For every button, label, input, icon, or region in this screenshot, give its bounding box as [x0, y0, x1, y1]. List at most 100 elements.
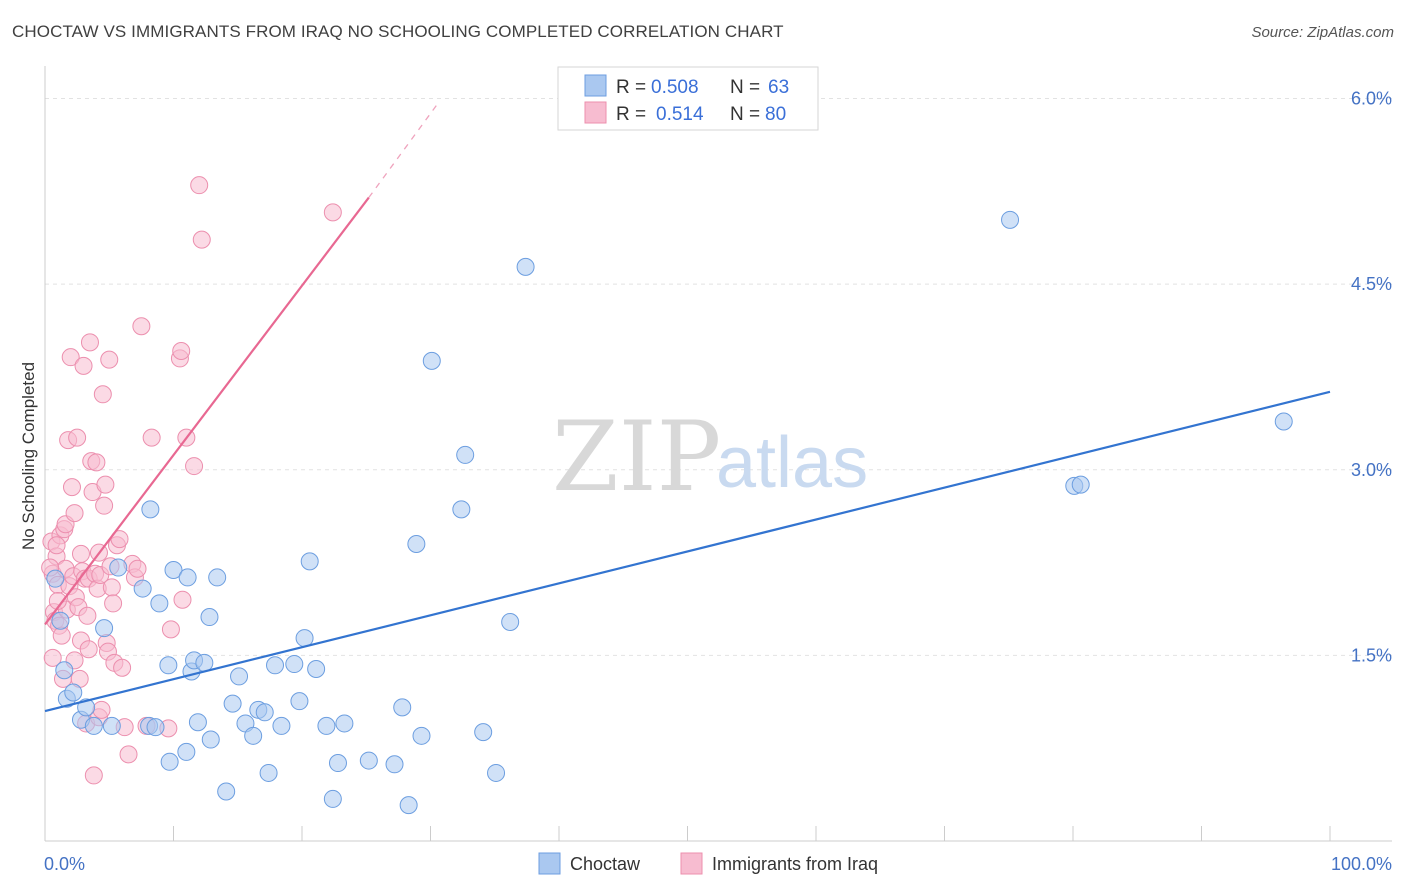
- data-point-choctaw: [317, 716, 336, 735]
- legend-n-label: N =: [730, 104, 760, 125]
- data-point-choctaw: [195, 653, 214, 672]
- data-point-iraq: [100, 350, 119, 369]
- data-point-choctaw: [422, 351, 441, 370]
- data-point-iraq: [92, 700, 111, 719]
- data-point-choctaw: [230, 667, 249, 686]
- watermark: ZIP atlas: [552, 401, 868, 513]
- series-choctaw-points: [46, 210, 1293, 815]
- trend-line-choctaw: [44, 390, 1331, 713]
- data-point-choctaw: [285, 655, 304, 674]
- legend-n-label: N =: [730, 77, 760, 98]
- legend-n-value: 63: [768, 77, 789, 98]
- data-point-choctaw: [501, 612, 520, 631]
- data-point-iraq: [65, 504, 84, 523]
- data-point-choctaw: [335, 714, 354, 733]
- data-point-choctaw: [133, 579, 152, 598]
- data-point-iraq: [43, 648, 62, 667]
- legend-n-value: 80: [765, 104, 786, 125]
- data-point-choctaw: [1274, 412, 1293, 431]
- data-point-choctaw: [399, 796, 418, 815]
- data-point-iraq: [68, 428, 87, 447]
- y-tick-label: 6.0%: [1351, 89, 1392, 109]
- data-point-iraq: [172, 341, 191, 360]
- data-point-choctaw: [177, 742, 196, 761]
- data-point-iraq: [102, 578, 121, 597]
- data-point-choctaw: [323, 789, 342, 808]
- data-point-iraq: [74, 356, 93, 375]
- x-tick-label: 100.0%: [1331, 854, 1392, 874]
- x-tick-labels: 0.0% 100.0%: [44, 854, 1392, 874]
- data-point-choctaw: [452, 500, 471, 519]
- bottom-legend-swatch-iraq: [680, 852, 703, 875]
- source-credit: Source: ZipAtlas.com: [1251, 24, 1394, 41]
- data-point-iraq: [192, 230, 211, 249]
- data-point-iraq: [185, 457, 204, 476]
- data-point-choctaw: [178, 568, 197, 587]
- data-point-choctaw: [208, 568, 227, 587]
- data-point-choctaw: [159, 656, 178, 675]
- data-point-choctaw: [164, 561, 183, 580]
- data-point-choctaw: [474, 723, 493, 742]
- data-point-choctaw: [255, 703, 274, 722]
- data-point-choctaw: [223, 694, 242, 713]
- data-point-iraq: [47, 536, 66, 555]
- data-point-iraq: [190, 176, 209, 195]
- data-point-choctaw: [359, 751, 378, 770]
- bottom-legend-swatch-choctaw: [538, 852, 561, 875]
- watermark-atlas: atlas: [716, 423, 868, 503]
- data-point-choctaw: [150, 594, 169, 613]
- data-point-iraq: [323, 203, 342, 222]
- watermark-zip: ZIP: [552, 401, 721, 513]
- trend-line-iraq: [44, 196, 370, 626]
- gridlines: [45, 98, 1392, 656]
- data-point-iraq: [84, 766, 103, 785]
- data-point-iraq: [61, 348, 80, 367]
- bottom-legend-label-choctaw: Choctaw: [570, 854, 641, 874]
- data-point-choctaw: [487, 763, 506, 782]
- data-point-iraq: [87, 453, 106, 472]
- data-point-choctaw: [412, 726, 431, 745]
- legend-r-label: R =: [616, 104, 646, 125]
- data-point-choctaw: [141, 500, 160, 519]
- data-point-choctaw: [77, 698, 96, 717]
- chart-title: CHOCTAW VS IMMIGRANTS FROM IRAQ NO SCHOO…: [12, 22, 784, 41]
- data-point-iraq: [142, 428, 161, 447]
- data-point-choctaw: [201, 730, 220, 749]
- legend-r-value: 0.508: [651, 77, 699, 98]
- data-point-choctaw: [64, 683, 83, 702]
- data-point-choctaw: [272, 716, 291, 735]
- data-point-iraq: [93, 385, 112, 404]
- data-point-choctaw: [217, 782, 236, 801]
- y-axis-label: No Schooling Completed: [19, 362, 38, 550]
- data-point-choctaw: [160, 752, 179, 771]
- data-point-choctaw: [385, 755, 404, 774]
- data-point-iraq: [71, 544, 90, 563]
- data-point-choctaw: [259, 763, 278, 782]
- legend-swatch-iraq: [584, 101, 607, 124]
- data-point-choctaw: [84, 716, 103, 735]
- data-point-choctaw: [51, 611, 70, 630]
- data-point-choctaw: [516, 257, 535, 276]
- data-point-choctaw: [146, 718, 165, 737]
- data-point-iraq: [119, 745, 138, 764]
- data-point-iraq: [113, 658, 132, 677]
- data-point-choctaw: [307, 660, 326, 679]
- bottom-legend: Choctaw Immigrants from Iraq: [538, 852, 878, 875]
- top-legend: R = 0.508 N = 63 R = 0.514 N = 80: [557, 66, 819, 131]
- data-point-iraq: [96, 475, 115, 494]
- data-point-iraq: [104, 594, 123, 613]
- data-point-choctaw: [407, 535, 426, 554]
- trend-lines: [44, 104, 1331, 713]
- data-point-choctaw: [456, 445, 475, 464]
- data-point-iraq: [173, 590, 192, 609]
- data-point-iraq: [48, 591, 67, 610]
- y-tick-label: 3.0%: [1351, 460, 1392, 480]
- data-point-choctaw: [188, 713, 207, 732]
- data-point-choctaw: [393, 698, 412, 717]
- x-tick-label: 0.0%: [44, 854, 85, 874]
- bottom-legend-label-iraq: Immigrants from Iraq: [712, 854, 878, 874]
- y-tick-label: 4.5%: [1351, 274, 1392, 294]
- legend-r-value: 0.514: [656, 104, 704, 125]
- data-point-iraq: [128, 559, 147, 578]
- y-tick-label: 1.5%: [1351, 645, 1392, 665]
